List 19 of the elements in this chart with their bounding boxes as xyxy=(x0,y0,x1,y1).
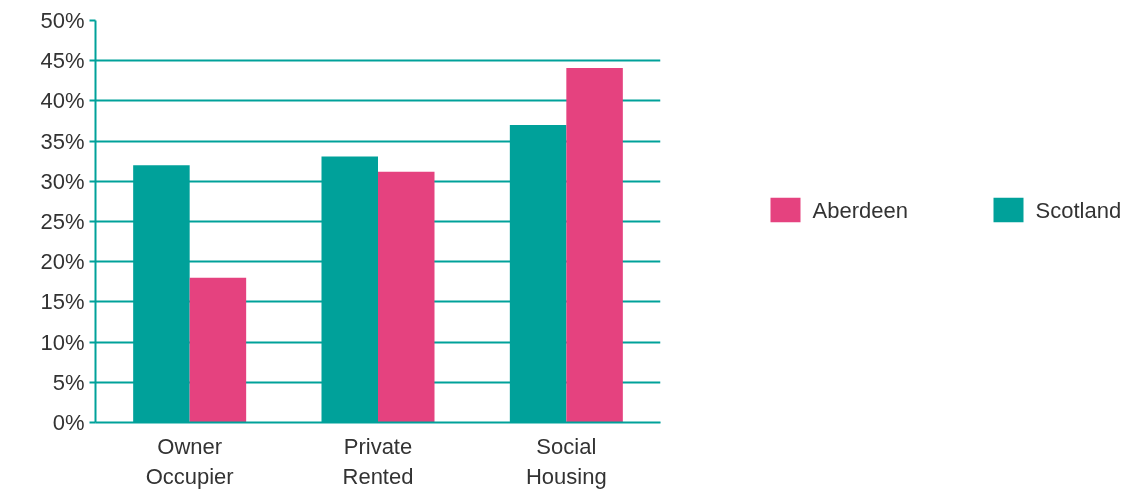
x-tick-label: Owner Occupier xyxy=(145,433,234,489)
y-tick-label: 50% xyxy=(40,8,85,33)
y-tick-label: 5% xyxy=(52,369,85,395)
y-tick-label: 15% xyxy=(40,289,85,315)
x-tick-label: Social Housing xyxy=(525,433,607,489)
y-tick-label: 20% xyxy=(40,249,85,275)
y-tick-label: 10% xyxy=(40,329,85,355)
y-tick-label: 30% xyxy=(40,168,85,194)
y-tick-label: 35% xyxy=(40,128,85,154)
bar xyxy=(189,277,247,423)
bar xyxy=(378,171,435,423)
y-tick-label: 45% xyxy=(40,48,85,74)
x-tick-label: Private Rented xyxy=(342,433,414,489)
y-tick-label: 40% xyxy=(40,88,85,114)
legend-label: Aberdeen xyxy=(812,197,908,223)
bar xyxy=(566,67,623,423)
y-tick-label: 0% xyxy=(52,410,85,435)
legend-label: Scotland xyxy=(1035,197,1122,223)
y-tick-label: 25% xyxy=(40,209,85,234)
